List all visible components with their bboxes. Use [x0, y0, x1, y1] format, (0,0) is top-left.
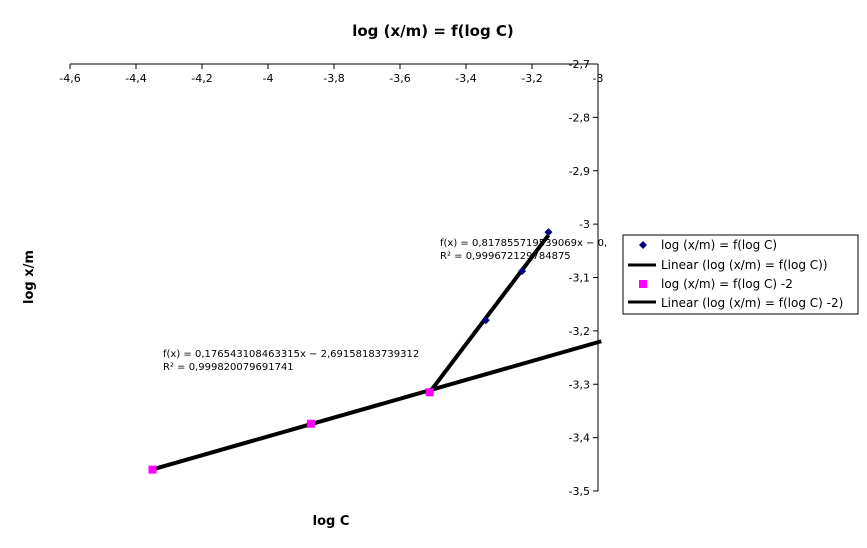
x-tick-label: -3,6 — [389, 72, 410, 85]
data-point-series-2 — [306, 419, 315, 428]
y-tick-label: -3,5 — [569, 485, 590, 498]
x-tick-label: -4,2 — [191, 72, 212, 85]
legend-label-series-1: log (x/m) = f(log C) — [661, 238, 777, 252]
y-axis-title: log x/m — [22, 250, 37, 304]
trendline-2 — [151, 339, 602, 472]
plot-area: -4,6 -4,4 -4,2 -4 -3,8 -3,6 -3,4 -3,2 -3 -2,7-2,… — [59, 58, 603, 498]
trendline-2-r2: R² = 0,999820079691741 — [163, 362, 294, 373]
data-point-series-1 — [481, 316, 490, 325]
y-tick-label: -2,9 — [569, 165, 590, 178]
x-tick-label: -3 — [593, 72, 604, 85]
x-tick-label: -4 — [263, 72, 274, 85]
y-tick-label: -2,8 — [569, 111, 590, 124]
legend-label-trendline-1: Linear (log (x/m) = f(log C)) — [661, 258, 828, 272]
chart-title: log (x/m) = f(log C) — [352, 22, 514, 40]
trendline-1-r2: R² = 0,999672129784875 — [440, 251, 571, 262]
x-axis-title: log C — [313, 514, 350, 529]
y-tick-label: -3,4 — [569, 432, 590, 445]
x-tick-label: -4,6 — [59, 72, 80, 85]
data-point-series-1 — [518, 267, 527, 276]
trendline-1-equation: f(x) = 0,817855719539069x − 0, — [440, 238, 607, 249]
legend: log (x/m) = f(log C) Linear (log (x/m) =… — [622, 234, 859, 315]
y-tick-label: -3,2 — [569, 325, 590, 338]
x-tick-label: -3,8 — [323, 72, 344, 85]
data-point-series-1 — [544, 228, 553, 237]
data-point-series-2 — [148, 465, 157, 474]
y-tick-label: -3 — [579, 218, 590, 231]
trendlines — [151, 233, 602, 472]
trendline-2-equation: f(x) = 0,176543108463315x − 2,6915818373… — [163, 349, 419, 360]
data-points — [148, 228, 553, 474]
x-tick-label: -3,2 — [521, 72, 542, 85]
y-ticks: -2,7 -2,8 -2,9 -3 -3,1 -3,2 -3,3 -3,4 -3,5 — [569, 58, 598, 498]
legend-marker-series-2 — [639, 280, 647, 288]
y-tick-label: -3,1 — [569, 272, 590, 285]
legend-marker-series-1 — [639, 241, 647, 249]
data-point-series-2 — [425, 388, 434, 397]
y-tick-label: -3,3 — [569, 378, 590, 391]
legend-label-series-2: log (x/m) = f(log C) -2 — [661, 277, 793, 291]
x-tick-label: -3,4 — [455, 72, 476, 85]
y-tick-label: -2,7 — [569, 58, 590, 71]
trendline-1 — [428, 233, 551, 394]
legend-box — [622, 234, 859, 315]
x-ticks: -4,6 -4,4 -4,2 -4 -3,8 -3,6 -3,4 -3,2 -3 — [59, 64, 603, 85]
legend-label-trendline-2: Linear (log (x/m) = f(log C) -2) — [661, 296, 843, 310]
x-tick-label: -4,4 — [125, 72, 146, 85]
